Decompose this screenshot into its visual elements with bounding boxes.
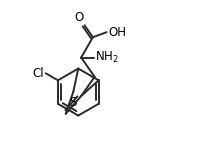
Text: Cl: Cl xyxy=(33,67,44,80)
Text: S: S xyxy=(70,96,77,109)
Text: OH: OH xyxy=(108,26,126,39)
Text: O: O xyxy=(74,11,83,24)
Text: NH$_2$: NH$_2$ xyxy=(95,50,119,65)
